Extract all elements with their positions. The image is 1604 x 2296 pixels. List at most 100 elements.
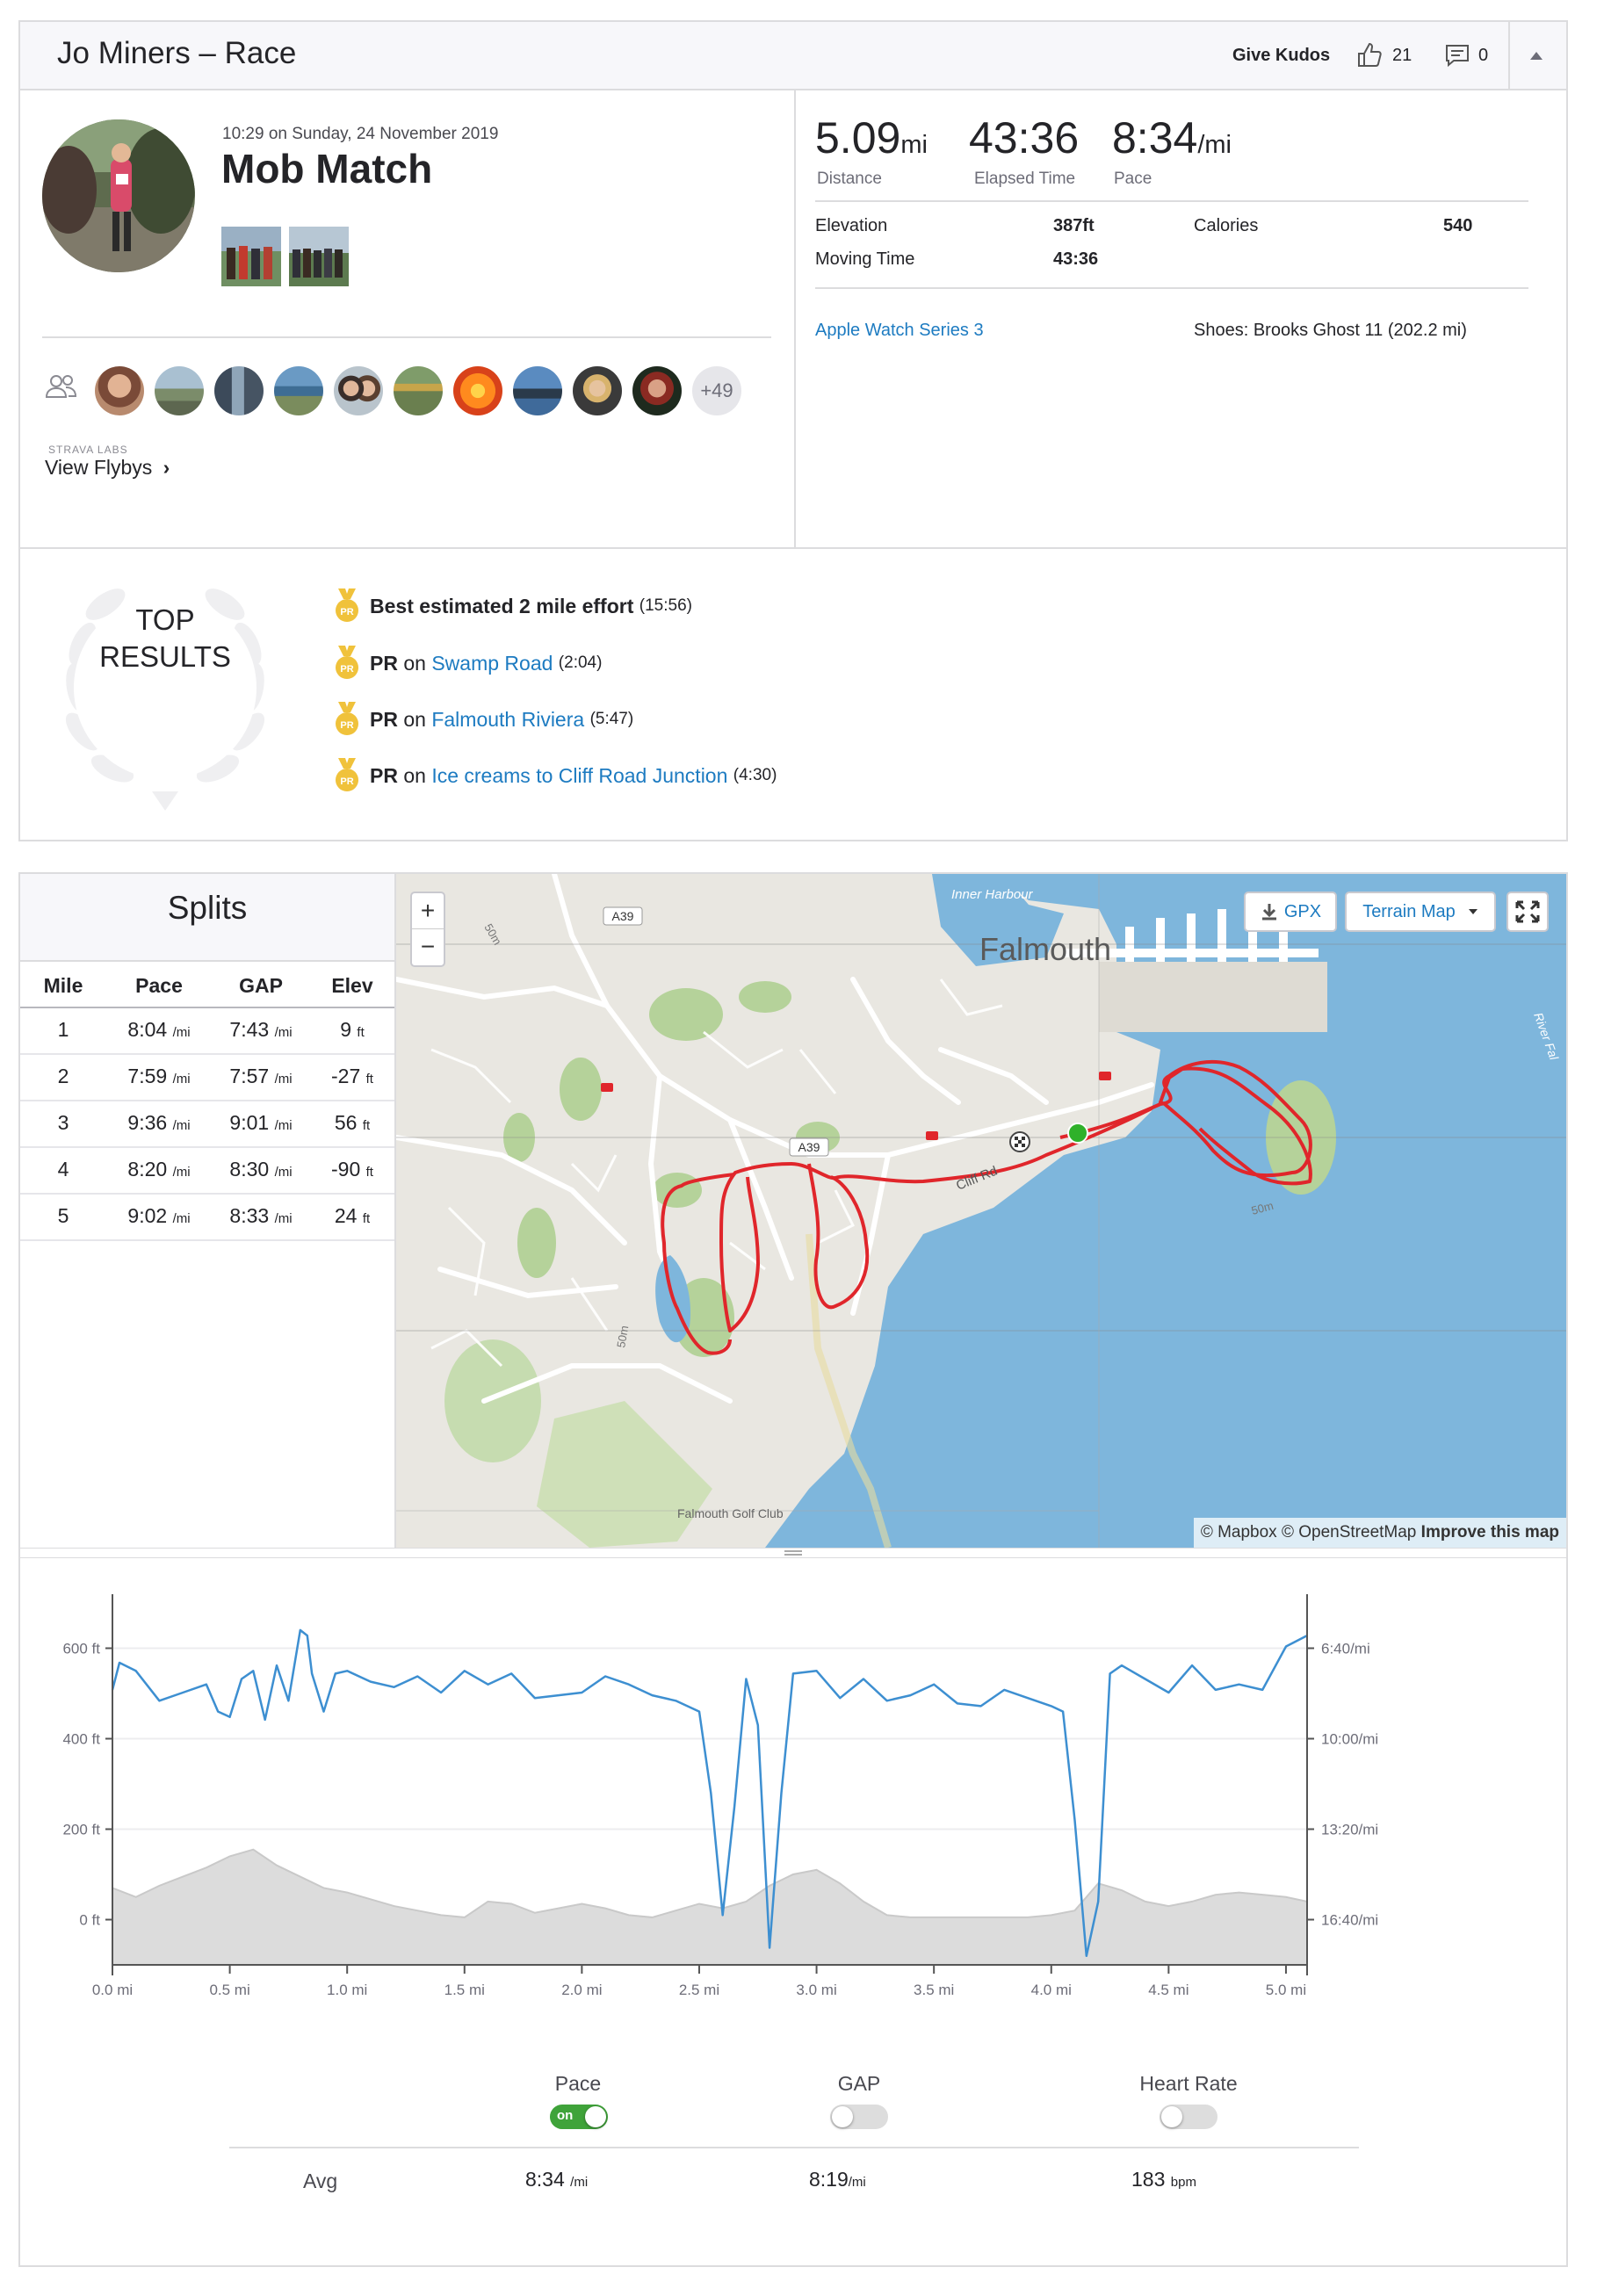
avg-gap: 8:19/mi xyxy=(809,2168,866,2191)
split-mile: 4 xyxy=(57,1158,69,1180)
device-link[interactable]: Apple Watch Series 3 xyxy=(815,321,984,340)
view-flybys-link[interactable]: View Flybys › xyxy=(45,456,170,480)
top-result-item: PR Best estimated 2 mile effort (15:56) xyxy=(335,588,692,624)
athlete-avatar-small[interactable] xyxy=(155,366,204,415)
pace-unit: /mi xyxy=(1197,131,1232,159)
thumbs-up-icon[interactable] xyxy=(1355,41,1384,69)
map-resize-handle[interactable] xyxy=(20,1548,1566,1558)
segment-link[interactable]: Falmouth Riviera xyxy=(431,707,585,731)
road-a39-label: A39 xyxy=(798,1140,820,1154)
pr-medal-icon: PR xyxy=(336,646,358,679)
pace-toggle[interactable]: on xyxy=(550,2105,608,2129)
split-row[interactable]: 3 9:36 /mi 9:01 /mi 56 ft xyxy=(20,1101,394,1148)
divider xyxy=(815,287,1528,289)
comment-icon[interactable] xyxy=(1443,41,1471,69)
split-pace-unit: /mi xyxy=(172,1025,191,1040)
splits-col-pace: Pace xyxy=(135,974,183,997)
activity-analysis-panel: Splits Mile Pace GAP Elev 1 8:04 /mi 7:43 … xyxy=(18,872,1568,2267)
top-result-item: PR PR on Falmouth Riviera (5:47) xyxy=(335,702,633,737)
split-gap: 8:30 /mi xyxy=(212,1158,310,1181)
athlete-avatar-small[interactable] xyxy=(95,366,144,415)
gap-toggle[interactable] xyxy=(830,2105,888,2129)
heart-rate-toggle[interactable] xyxy=(1160,2105,1217,2129)
map-label-town: Falmouth xyxy=(979,931,1111,967)
top-result-title: PR xyxy=(370,763,398,787)
view-flybys-label[interactable]: View Flybys xyxy=(45,456,153,479)
split-elev: 9 ft xyxy=(310,1018,394,1042)
top-result-time: (2:04) xyxy=(558,653,603,672)
distance-stat: 5.09mi xyxy=(815,112,928,163)
split-gap-unit: /mi xyxy=(274,1165,293,1180)
elevation-pace-chart[interactable]: 600 ft 400 ft 200 ft 0 ft 6:40/mi 10:00/mi 13:… xyxy=(20,1572,1566,2011)
calories-label: Calories xyxy=(1194,216,1259,235)
top-result-title: Best estimated 2 mile effort xyxy=(370,594,634,617)
split-pace-value: 7:59 xyxy=(127,1065,168,1087)
divider xyxy=(20,547,1566,549)
mapbox-attribution-link[interactable]: © Mapbox xyxy=(1200,1523,1277,1541)
caret-down-icon xyxy=(1468,909,1478,914)
more-athletes-count[interactable]: +49 xyxy=(692,366,741,415)
split-row[interactable]: 1 8:04 /mi 7:43 /mi 9 ft xyxy=(20,1008,394,1055)
split-pace-value: 8:20 xyxy=(127,1158,168,1180)
split-row[interactable]: 5 9:02 /mi 8:33 /mi 24 ft xyxy=(20,1195,394,1241)
osm-attribution-link[interactable]: © OpenStreetMap xyxy=(1281,1523,1417,1541)
pace-line xyxy=(111,1628,1308,1958)
segment-link[interactable]: Swamp Road xyxy=(431,651,553,675)
activity-datetime: 10:29 on Sunday, 24 November 2019 xyxy=(222,125,499,143)
athlete-avatar-small[interactable] xyxy=(214,366,264,415)
y-left-tick-label: 0 ft xyxy=(79,1912,100,1929)
athlete-avatar-small[interactable] xyxy=(453,366,502,415)
split-elev-value: 56 xyxy=(334,1111,358,1134)
y-right-tick-label: 16:40/mi xyxy=(1321,1912,1378,1929)
y-left-tick-label: 600 ft xyxy=(62,1641,100,1657)
athlete-avatar[interactable] xyxy=(42,119,195,272)
strava-labs-label: STRAVA LABS xyxy=(48,444,128,456)
route-map[interactable]: Falmouth Inner Harbour A39 A39 Cliff Rd … xyxy=(396,874,1566,1548)
pr-medal-icon: PR xyxy=(336,758,358,791)
split-pace-unit: /mi xyxy=(172,1072,191,1087)
distance-unit: mi xyxy=(900,131,928,159)
activity-photo[interactable] xyxy=(289,227,349,286)
top-result-time: (15:56) xyxy=(639,596,692,615)
map-label-a39-south: A39 xyxy=(789,1137,829,1157)
top-result-time: (5:47) xyxy=(589,710,634,728)
zoom-in-button[interactable]: + xyxy=(412,893,444,929)
gap-legend-label: GAP xyxy=(837,2072,881,2095)
activity-photo[interactable] xyxy=(221,227,281,286)
split-mile: 5 xyxy=(57,1204,69,1227)
improve-map-link[interactable]: Improve this map xyxy=(1420,1523,1559,1541)
kudos-count[interactable]: 21 xyxy=(1392,46,1413,65)
athlete-avatar-small[interactable] xyxy=(394,366,443,415)
map-canvas[interactable]: Falmouth Inner Harbour A39 A39 Cliff Rd … xyxy=(396,874,1566,1548)
athlete-avatar-small[interactable] xyxy=(274,366,323,415)
split-row[interactable]: 4 8:20 /mi 8:30 /mi -90 ft xyxy=(20,1148,394,1195)
gpx-download-button[interactable]: GPX xyxy=(1244,892,1337,932)
map-type-label: Terrain Map xyxy=(1362,901,1456,921)
map-type-dropdown[interactable]: Terrain Map xyxy=(1345,892,1496,932)
top-result-on: on xyxy=(403,707,426,731)
x-tick-label: 1.0 mi xyxy=(327,1982,367,1998)
fullscreen-icon xyxy=(1515,900,1540,923)
comment-count[interactable]: 0 xyxy=(1478,46,1489,65)
give-kudos-button[interactable]: Give Kudos xyxy=(1232,46,1331,65)
split-mile: 3 xyxy=(57,1111,69,1134)
fullscreen-button[interactable] xyxy=(1506,892,1549,932)
athlete-avatar-small[interactable] xyxy=(334,366,383,415)
divider xyxy=(229,2147,1359,2148)
x-tick-label: 2.0 mi xyxy=(561,1982,602,1998)
x-tick-label: 0.0 mi xyxy=(92,1982,133,1998)
athlete-avatar-small[interactable] xyxy=(632,366,682,415)
split-gap: 8:33 /mi xyxy=(212,1204,310,1228)
split-pace-unit: /mi xyxy=(172,1211,191,1226)
athlete-avatar-small[interactable] xyxy=(573,366,622,415)
activity-summary-panel: Jo Miners – Race Give Kudos 21 0 xyxy=(18,20,1568,841)
athlete-avatar-small[interactable] xyxy=(513,366,562,415)
split-gap-unit: /mi xyxy=(274,1211,293,1226)
caret-up-icon[interactable] xyxy=(1528,48,1545,62)
toggle-knob xyxy=(1161,2106,1182,2127)
top-result-title: PR xyxy=(370,707,398,731)
split-row[interactable]: 2 7:59 /mi 7:57 /mi -27 ft xyxy=(20,1055,394,1101)
zoom-out-button[interactable]: − xyxy=(420,933,436,960)
split-elev-value: 9 xyxy=(340,1018,352,1041)
segment-link[interactable]: Ice creams to Cliff Road Junction xyxy=(431,763,728,787)
